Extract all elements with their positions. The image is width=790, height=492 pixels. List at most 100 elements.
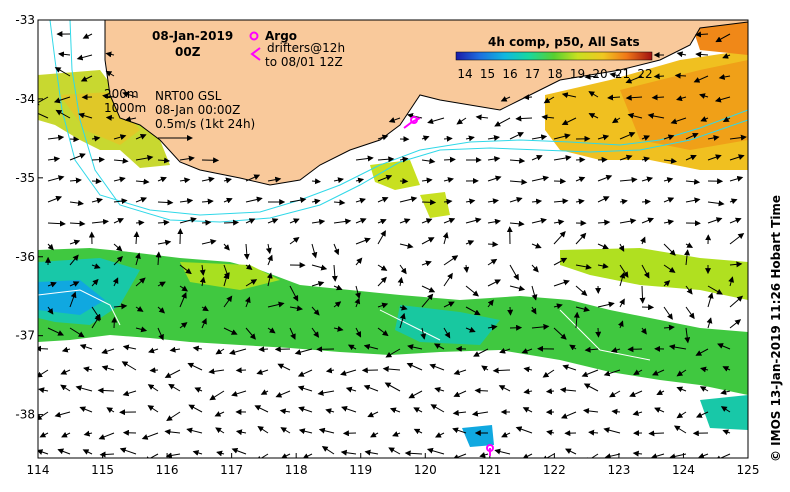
sst-patch-bottom-east: [700, 395, 748, 430]
current-arrow: [69, 254, 79, 266]
current-arrow: [625, 75, 643, 84]
current-arrow: [695, 51, 709, 58]
current-arrow: [559, 387, 577, 393]
current-arrow: [695, 348, 709, 356]
current-arrow: [583, 383, 599, 392]
current-arrow: [192, 345, 203, 352]
current-arrow: [553, 327, 567, 340]
current-arrow: [673, 425, 687, 434]
current-arrow: [408, 390, 423, 399]
current-arrow: [434, 386, 445, 393]
current-arrow: [629, 390, 643, 397]
argo-floats: [403, 116, 494, 456]
current-arrow: [656, 389, 665, 395]
current-arrow: [714, 453, 731, 458]
current-arrow: [179, 177, 191, 184]
current-arrow: [443, 198, 453, 205]
current-arrow: [69, 239, 81, 246]
current-arrow: [97, 387, 115, 394]
current-arrow: [47, 220, 66, 227]
current-arrow: [429, 363, 445, 371]
current-arrow: [157, 306, 166, 314]
map-date-label: 08-Jan-2019: [152, 29, 233, 43]
x-tick-label: 117: [220, 463, 243, 477]
current-arrow: [674, 72, 687, 79]
current-arrow: [399, 196, 418, 203]
current-arrow: [105, 70, 115, 77]
current-arrow: [340, 369, 357, 376]
current-arrow: [676, 411, 687, 419]
y-tick-label: -38: [15, 408, 35, 422]
current-arrow: [618, 243, 625, 252]
current-arrow: [685, 242, 694, 248]
current-arrow: [465, 135, 475, 142]
current-arrow: [370, 431, 379, 438]
current-arrow: [729, 134, 747, 141]
current-arrow: [377, 302, 389, 309]
current-arrow: [421, 177, 433, 184]
current-arrow: [641, 176, 654, 183]
current-arrow: [487, 135, 500, 141]
current-arrow: [603, 427, 621, 434]
current-arrow: [76, 54, 93, 61]
current-arrow: [465, 285, 479, 297]
current-arrow: [413, 407, 423, 413]
current-arrow: [157, 327, 164, 341]
current-arrow: [164, 369, 181, 378]
current-arrow: [714, 96, 731, 103]
current-arrow: [676, 95, 687, 102]
current-arrow: [341, 405, 357, 413]
current-arrow: [575, 285, 588, 296]
current-arrow: [267, 327, 276, 334]
current-arrow: [201, 305, 209, 312]
current-arrow: [707, 292, 714, 308]
current-arrow: [609, 390, 621, 398]
current-arrow: [141, 432, 159, 440]
current-arrow: [377, 276, 387, 287]
current-arrow: [135, 326, 148, 333]
current-arrow: [188, 404, 203, 413]
current-arrow: [707, 134, 720, 141]
current-arrow: [179, 198, 194, 205]
current-arrow: [91, 156, 105, 163]
current-arrow: [443, 255, 459, 266]
current-arrow: [101, 365, 115, 371]
current-arrow: [135, 219, 145, 226]
current-arrow: [560, 411, 577, 419]
current-arrow: [648, 430, 665, 437]
current-arrow: [670, 117, 687, 125]
current-arrow: [583, 407, 599, 414]
colorbar-tick-label: 22: [637, 67, 652, 81]
current-arrow: [47, 134, 65, 141]
current-arrow: [347, 344, 357, 351]
current-arrow: [421, 199, 437, 206]
current-arrow: [245, 218, 256, 224]
current-arrow: [101, 348, 115, 355]
current-arrow: [157, 281, 166, 288]
current-arrow: [135, 197, 148, 203]
argo-legend-icon: [249, 31, 259, 41]
colorbar-tick-label: 20: [592, 67, 607, 81]
current-arrow: [722, 53, 731, 59]
current-arrow: [134, 252, 141, 266]
current-arrow: [83, 366, 93, 373]
vector-scale-label: 0.5m/s (1kt 24h): [155, 117, 255, 131]
current-arrow: [47, 327, 65, 336]
current-arrow: [452, 453, 467, 458]
current-arrow: [663, 324, 675, 331]
current-arrow: [715, 33, 731, 43]
current-arrow: [427, 117, 445, 125]
current-arrow: [553, 198, 569, 205]
current-arrow: [382, 366, 401, 373]
colorbar-tick-label: 16: [502, 67, 517, 81]
current-arrow: [311, 281, 325, 287]
current-arrow: [91, 218, 109, 225]
current-arrow: [355, 218, 367, 224]
current-arrow: [729, 154, 745, 161]
x-tick-label: 124: [672, 463, 695, 477]
current-arrow: [199, 264, 206, 276]
sst-data-layer: [38, 20, 748, 447]
current-arrow: [245, 263, 253, 271]
current-arrow: [693, 75, 709, 83]
current-arrow: [430, 404, 445, 413]
